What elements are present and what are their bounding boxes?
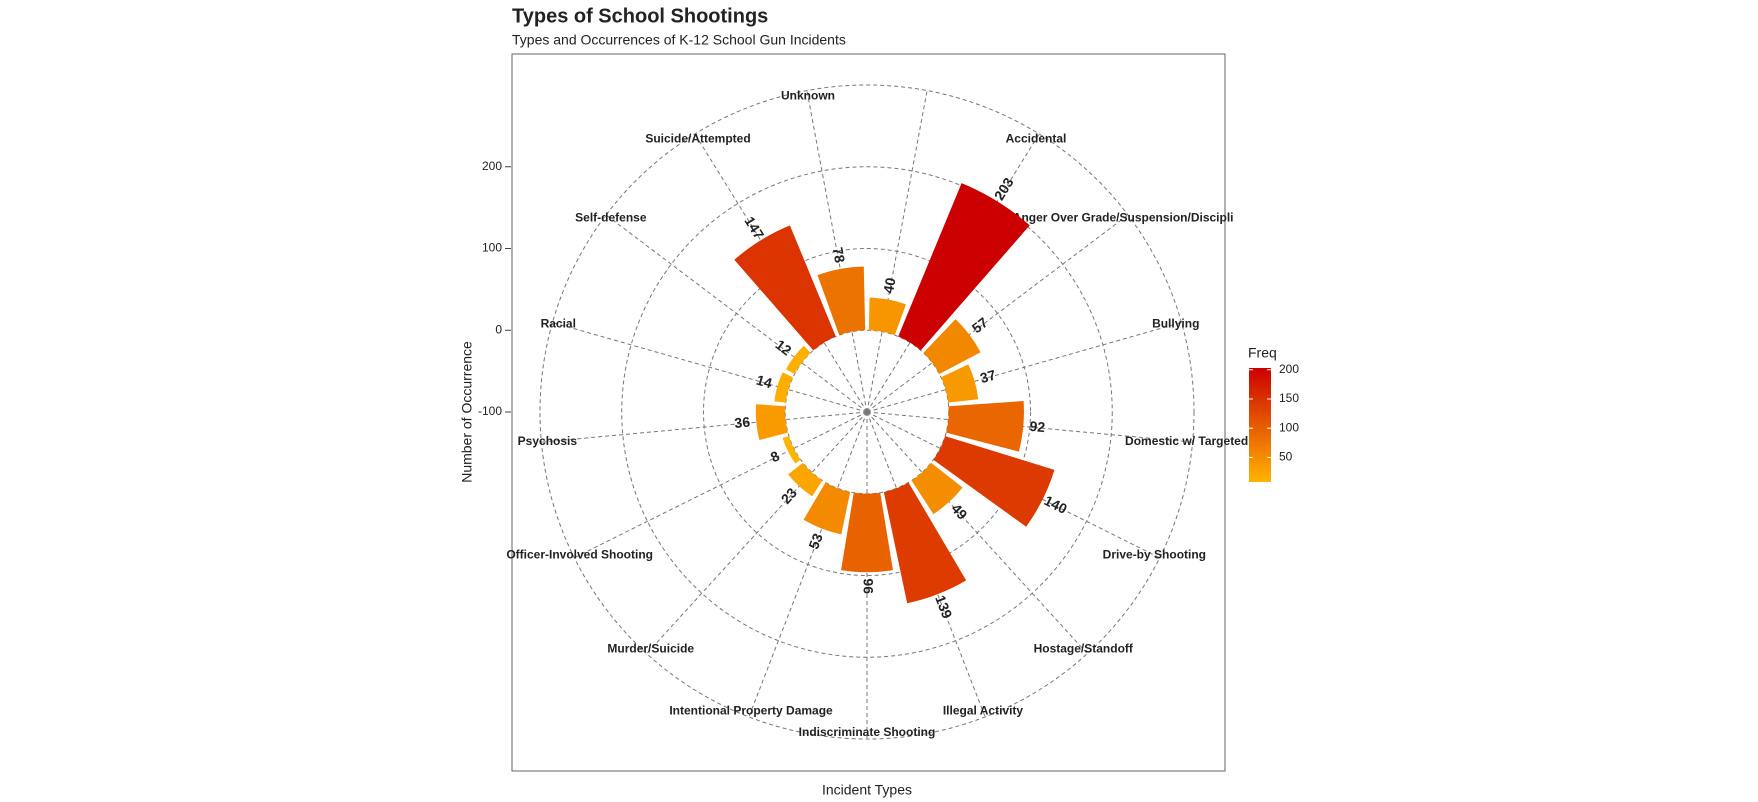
bar [734,225,836,351]
value-label: 37 [978,366,998,386]
category-label: Officer-Involved Shooting [506,547,653,561]
bar [898,183,1030,351]
legend-title: Freq [1248,345,1277,361]
category-label: Murder/Suicide [607,641,694,655]
radial-grid-line [866,90,928,413]
bar [785,345,811,374]
category-label: Illegal Activity [943,703,1024,717]
radial-grid-line [866,214,1129,413]
bar [803,482,851,535]
bar [755,404,788,441]
value-label: 78 [830,246,849,264]
bar [782,436,801,464]
category-label: Suicide/Attempted [645,131,750,145]
radial-grid-line [866,322,1182,413]
value-label: 53 [805,531,826,552]
value-label: 203 [991,174,1017,202]
radial-grid-line [605,214,868,413]
category-label: Bullying [1152,316,1199,330]
value-label: 140 [1042,492,1070,517]
category-label: Drive-by Shooting [1103,547,1206,561]
category-label: Hostage/Standoff [1034,641,1134,655]
radial-grid-line [552,322,868,413]
legend-tick-label: 100 [1279,420,1299,434]
value-label: 8 [768,447,782,465]
bar [841,492,893,573]
radial-grid-line [646,411,868,654]
value-label: 96 [860,578,876,594]
radial-grid-line [574,411,868,559]
chart-subtitle: Types and Occurrences of K-12 School Gun… [512,32,846,48]
value-label: 49 [948,500,970,522]
radial-grid-line [866,411,1193,443]
category-label: Domestic w/ Targeted [1125,434,1248,448]
bar [883,482,967,604]
value-label: 92 [1029,418,1046,435]
bar [946,400,1024,452]
bar [868,297,906,336]
value-label: 14 [755,372,775,392]
category-label: Indiscriminate Shooting [799,725,936,739]
category-label: Intentional Property Damage [669,703,833,717]
y-tick-label: 200 [482,159,502,173]
value-label: 40 [880,276,899,294]
radial-grid-line [541,411,868,443]
legend-tick-label: 150 [1279,391,1299,405]
y-tick-label: -100 [478,404,502,418]
legend-tick-label: 50 [1279,450,1293,464]
value-label: 57 [969,314,991,336]
y-axis-label: Number of Occurrence [459,341,475,483]
bar [923,319,981,374]
value-label: 147 [741,214,767,242]
bar [911,462,963,515]
bar [933,436,1055,527]
outer-grid-circle [539,84,1195,740]
bar [774,372,794,403]
bar [940,364,979,403]
category-label: Racial [541,316,576,330]
category-label: Unknown [781,89,835,103]
legend-colorbar [1249,368,1271,482]
category-label: Accidental [1006,131,1067,145]
category-label: Anger Over Grade/Suspension/Discipli [1013,211,1234,225]
bar [817,266,866,336]
panel-border [511,53,1226,772]
radial-grid-line [748,411,868,718]
grid-circle [703,248,1031,576]
value-label: 139 [932,593,955,621]
category-label: Psychosis [518,434,578,448]
bar [788,462,823,497]
y-tick-label: 0 [495,322,502,336]
legend-tick-label: 200 [1279,362,1299,376]
x-axis-label: Incident Types [822,782,912,798]
y-tick-label: 100 [482,241,502,255]
value-label: 23 [778,484,800,506]
category-label: Self-defense [575,211,647,225]
chart-title: Types of School Shootings [512,5,768,27]
radial-grid-line [866,411,1088,654]
radial-grid-line [806,90,868,413]
value-label: 36 [734,414,751,431]
